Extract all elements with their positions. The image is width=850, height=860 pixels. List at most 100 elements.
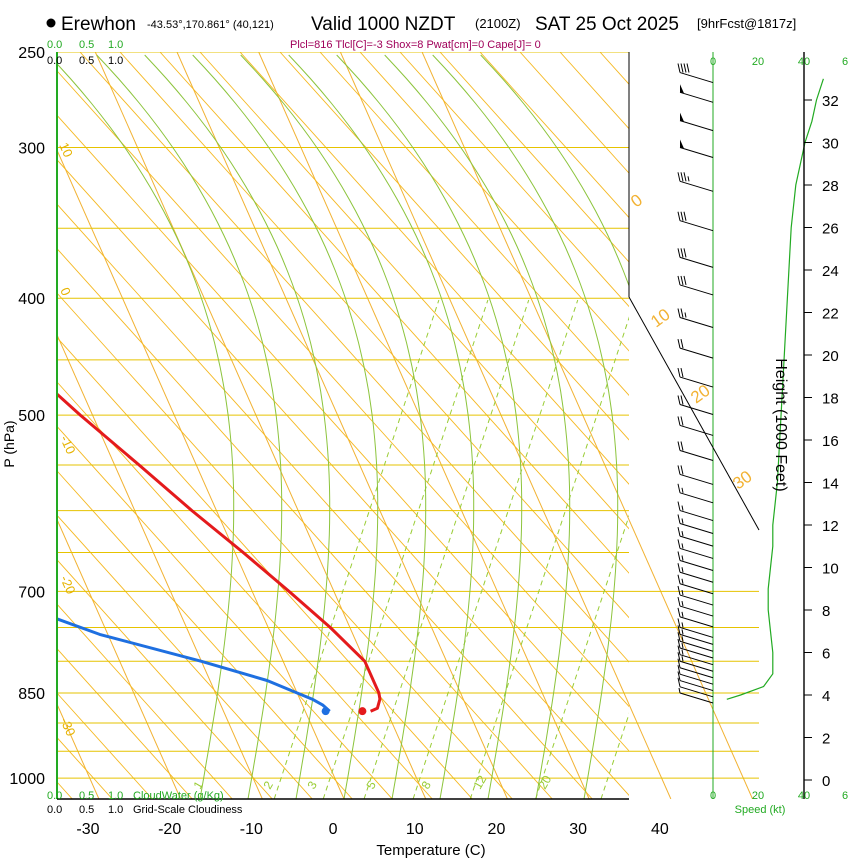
isotherm-30	[258, 52, 590, 799]
dry-adiabat-31	[840, 52, 850, 799]
cloud-bottom-tick-2: 1.0	[108, 790, 123, 802]
dry-adiabat-4	[57, 381, 433, 799]
wind-barb-760	[677, 625, 714, 645]
wind-barb-720	[677, 596, 714, 617]
wind-barb-560	[677, 465, 714, 485]
dry-adiabat-21	[439, 52, 629, 263]
wind-barb-600	[677, 501, 714, 522]
pressure-tick-1000: 1000	[9, 771, 45, 788]
pressure-tick-850: 850	[18, 686, 45, 703]
theta-label-0: 0	[627, 190, 646, 211]
cloudiness-label: Grid-Scale Cloudiness	[133, 804, 243, 816]
dry-adiabat-11	[57, 70, 629, 708]
wind-barb-390	[677, 275, 714, 296]
height-tick-16: 16	[822, 433, 839, 450]
moist-adiabat-9	[480, 54, 629, 288]
wind-barb-345	[677, 211, 714, 232]
isotherm-40	[339, 52, 629, 706]
mixing-ratio-label-8: 8	[418, 778, 434, 791]
dry-adiabat-18	[319, 52, 629, 397]
speed-bottom-tick-2: 40	[798, 790, 810, 802]
temperature-tick-40: 40	[651, 821, 669, 838]
wind-barb-370	[677, 248, 714, 268]
valid-time: Valid 1000 NZDT	[311, 14, 456, 35]
height-tick-2: 2	[822, 731, 830, 748]
pressure-tick-500: 500	[18, 408, 45, 425]
wind-barb-260	[677, 63, 714, 84]
dry-adiabat-19	[359, 52, 629, 352]
height-axis-label: Height (1000 Feet)	[772, 358, 789, 491]
height-tick-12: 12	[822, 518, 839, 535]
station-dot	[46, 18, 56, 28]
height-tick-14: 14	[822, 476, 839, 493]
pressure-tick-300: 300	[18, 141, 45, 158]
dry-adiabat-2	[57, 470, 353, 799]
dry-adiabat-7	[57, 247, 553, 799]
pressure-tick-250: 250	[18, 45, 45, 62]
forecast-label: [9hrFcst@1817z]	[697, 16, 796, 31]
isotherm-label-10: 10	[56, 140, 76, 159]
speed-top-ticks: 0 20 40 6	[710, 56, 848, 68]
wind-barb-630	[677, 527, 714, 547]
dry-adiabat-30	[800, 52, 850, 799]
mixing-ratio-line-5	[535, 514, 629, 799]
speed-bottom-tick-1: 20	[752, 790, 764, 802]
wind-barbs	[677, 63, 714, 704]
wind-panel-diagonal	[628, 296, 760, 531]
dry-adiabat-10	[57, 114, 629, 752]
mixing-ratio-line-4	[469, 316, 629, 799]
speed-bottom-ticks: 0 20 40 6 Speed (kt)	[710, 790, 848, 816]
height-tick-30: 30	[822, 136, 839, 153]
speed-bottom-tick-3: 6	[842, 790, 848, 802]
wind-barb-645	[677, 539, 714, 559]
cloud-top-tick-black-1: 0.5	[79, 55, 94, 67]
dry-adiabat--2	[57, 647, 193, 799]
station-coords: -43.53°,170.861° (40,121)	[147, 19, 274, 31]
stability-indices: Plcl=816 Tlcl[C]=-3 Shox=8 Pwat[cm]=0 Ca…	[290, 39, 541, 51]
speed-axis-label: Speed (kt)	[735, 804, 786, 816]
wind-barb-320	[677, 172, 714, 192]
background-lines	[57, 52, 850, 799]
cloud-top-tick-1: 0.5	[79, 39, 94, 51]
mixing-ratio-label-20: 20	[535, 773, 554, 792]
pressure-tick-labels: 250 300 400 500 700 850 1000	[9, 45, 45, 788]
cloud-top-tick-black-2: 1.0	[108, 55, 123, 67]
moist-adiabat-7	[384, 54, 571, 799]
y-axis-label: P (hPa)	[1, 420, 17, 467]
wind-barb-735	[677, 607, 714, 628]
height-tick-24: 24	[822, 263, 839, 280]
wind-barb-300	[679, 139, 714, 158]
wind-speed-profile	[726, 78, 824, 700]
height-tick-10: 10	[822, 561, 839, 578]
dry-adiabat-26	[640, 52, 850, 799]
wind-barb-535	[677, 441, 714, 461]
dry-adiabat-14	[159, 52, 629, 574]
isotherm-label--30: -30	[57, 715, 78, 738]
wind-barb-800	[677, 652, 714, 672]
surface-temperature-point	[358, 707, 367, 716]
isotherm--10	[57, 333, 263, 799]
mixing-ratio-label-3: 3	[304, 778, 320, 791]
isotherm-0	[57, 148, 345, 799]
height-tick-6: 6	[822, 646, 830, 663]
isotherm-20	[176, 52, 508, 799]
wind-barb-850	[678, 687, 714, 704]
surface-dewpoint-point	[321, 707, 330, 716]
speed-bottom-tick-0: 0	[710, 790, 716, 802]
height-tick-26: 26	[822, 221, 839, 238]
wind-barb-285	[679, 112, 714, 132]
dry-adiabat-8	[57, 203, 593, 799]
dry-adiabat-3	[57, 425, 393, 799]
dry-adiabat-16	[239, 52, 629, 485]
cloud-top-tick-0: 0.0	[47, 39, 62, 51]
wind-barb-440	[677, 339, 714, 359]
dry-adiabat-15	[199, 52, 629, 530]
station-name: Erewhon	[61, 14, 136, 35]
temperature-line	[57, 392, 382, 713]
dry-adiabat-6	[57, 292, 513, 799]
temperature-tick-20: 20	[488, 821, 506, 838]
cloudwater-label: CloudWater (g/Kg)	[133, 790, 224, 802]
theta-label-10: 10	[647, 305, 673, 331]
